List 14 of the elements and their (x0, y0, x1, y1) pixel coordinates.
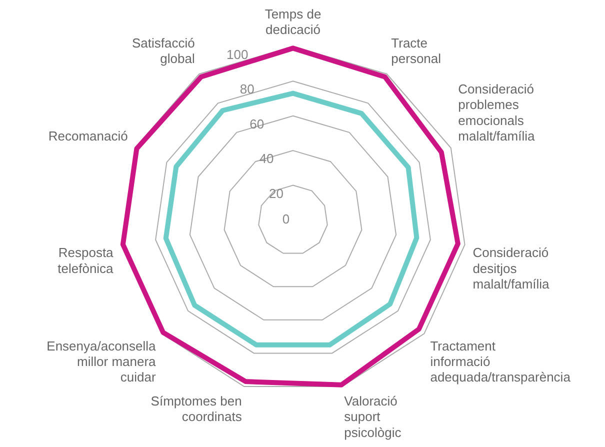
spoke-label: Tracte personal (391, 35, 442, 66)
spoke-label: Valoració suport psicològic (344, 394, 402, 440)
y-tick-label: 80 (240, 82, 254, 97)
spoke-label: Satisfacció global (132, 35, 195, 66)
y-tick-label: 0 (282, 212, 290, 227)
spoke-label: Temps de dedicació (264, 6, 322, 38)
spoke-label: Consideració problemes emocionals malalt/família (458, 82, 536, 144)
y-tick-label: 100 (226, 47, 248, 62)
spoke-label: Tractament informació adequada/transparència (430, 338, 572, 384)
spoke-label: Ensenya/aconsella millor manera cuidar (46, 338, 157, 384)
spoke-label: Resposta telefònica (58, 245, 114, 276)
spoke-label: Recomanació (48, 128, 128, 144)
spoke-label: Consideració desitjos malalt/família (472, 245, 550, 292)
spoke-label: Símptomes ben coordinats (150, 394, 242, 424)
